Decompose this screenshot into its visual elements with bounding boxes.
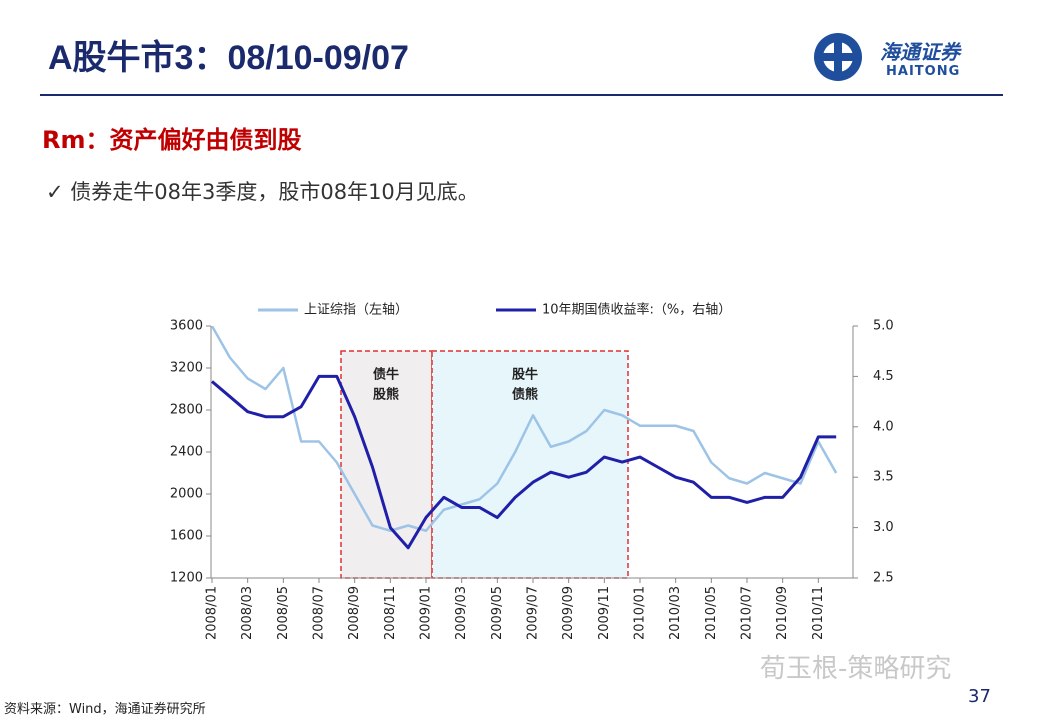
y-tick-label: 2400 [170, 445, 203, 460]
title-rule [40, 94, 1003, 96]
x-tick-label: 2009/11 [597, 586, 612, 640]
y-tick-label: 3600 [170, 319, 203, 334]
annotation: 股牛 [512, 367, 538, 383]
page-number: 37 [968, 686, 991, 707]
x-tick-label: 2008/07 [312, 586, 327, 640]
y2-tick-label: 4.0 [873, 419, 894, 434]
region-box [431, 350, 629, 579]
legend-label: 上证综指（左轴） [304, 303, 408, 318]
region-box [340, 350, 433, 579]
x-tick-label: 2008/05 [276, 586, 291, 640]
annotation: 债牛 [373, 367, 399, 383]
source-note: 资料来源：Wind，海通证券研究所 [4, 702, 206, 717]
x-tick-label: 2008/09 [347, 586, 362, 640]
y-tick-label: 3200 [170, 361, 203, 376]
series-line [211, 374, 837, 550]
logo-icon [814, 33, 862, 81]
y2-tick-label: 2.5 [873, 571, 894, 586]
x-tick-label: 2010/01 [633, 586, 648, 640]
bullet: ✓ 债券走牛08年3季度，股市08年10月见底。 [46, 180, 479, 204]
logo-subtext: HAITONG [886, 64, 961, 79]
x-tick-label: 2009/09 [561, 586, 576, 640]
x-tick-label: 2010/09 [775, 586, 790, 640]
chart: 1200 1600 2000 2400 2800 3200 3600 2.5 3.0 3.5 4.0… [170, 302, 894, 641]
series-line [211, 326, 838, 532]
x-tick-label: 2009/03 [454, 586, 469, 640]
x-tick-label: 2009/07 [526, 586, 541, 640]
x-tick-label: 2010/07 [740, 586, 755, 640]
x-tick-label: 2009/05 [490, 586, 505, 640]
annotation: 股熊 [373, 387, 399, 403]
y2-tick-label: 3.0 [873, 520, 894, 535]
y2-tick-label: 3.5 [873, 470, 894, 485]
legend-label: 10年期国债收益率:（%，右轴） [542, 302, 731, 318]
y-tick-label: 2000 [170, 487, 203, 502]
y2-tick-label: 4.5 [873, 369, 894, 384]
x-tick-label: 2008/11 [383, 586, 398, 640]
y-tick-label: 1200 [170, 571, 203, 586]
x-tick-label: 2010/11 [811, 586, 826, 640]
subtitle: Rm：资产偏好由债到股 [42, 126, 302, 154]
y-tick-label: 2800 [170, 403, 203, 418]
y-tick-label: 1600 [170, 529, 203, 544]
annotation: 债熊 [512, 387, 538, 403]
logo-text: 海通证券 [880, 40, 960, 64]
watermark: 荀玉根-策略研究 [760, 654, 952, 684]
x-tick-label: 2010/05 [704, 586, 719, 640]
x-tick-label: 2009/01 [419, 586, 434, 640]
slide-title: A股牛市3：08/10-09/07 [48, 39, 409, 77]
x-tick-label: 2010/03 [668, 586, 683, 640]
y2-tick-label: 5.0 [873, 319, 894, 334]
x-tick-label: 2008/03 [240, 586, 255, 640]
x-tick-label: 2008/01 [205, 586, 220, 640]
